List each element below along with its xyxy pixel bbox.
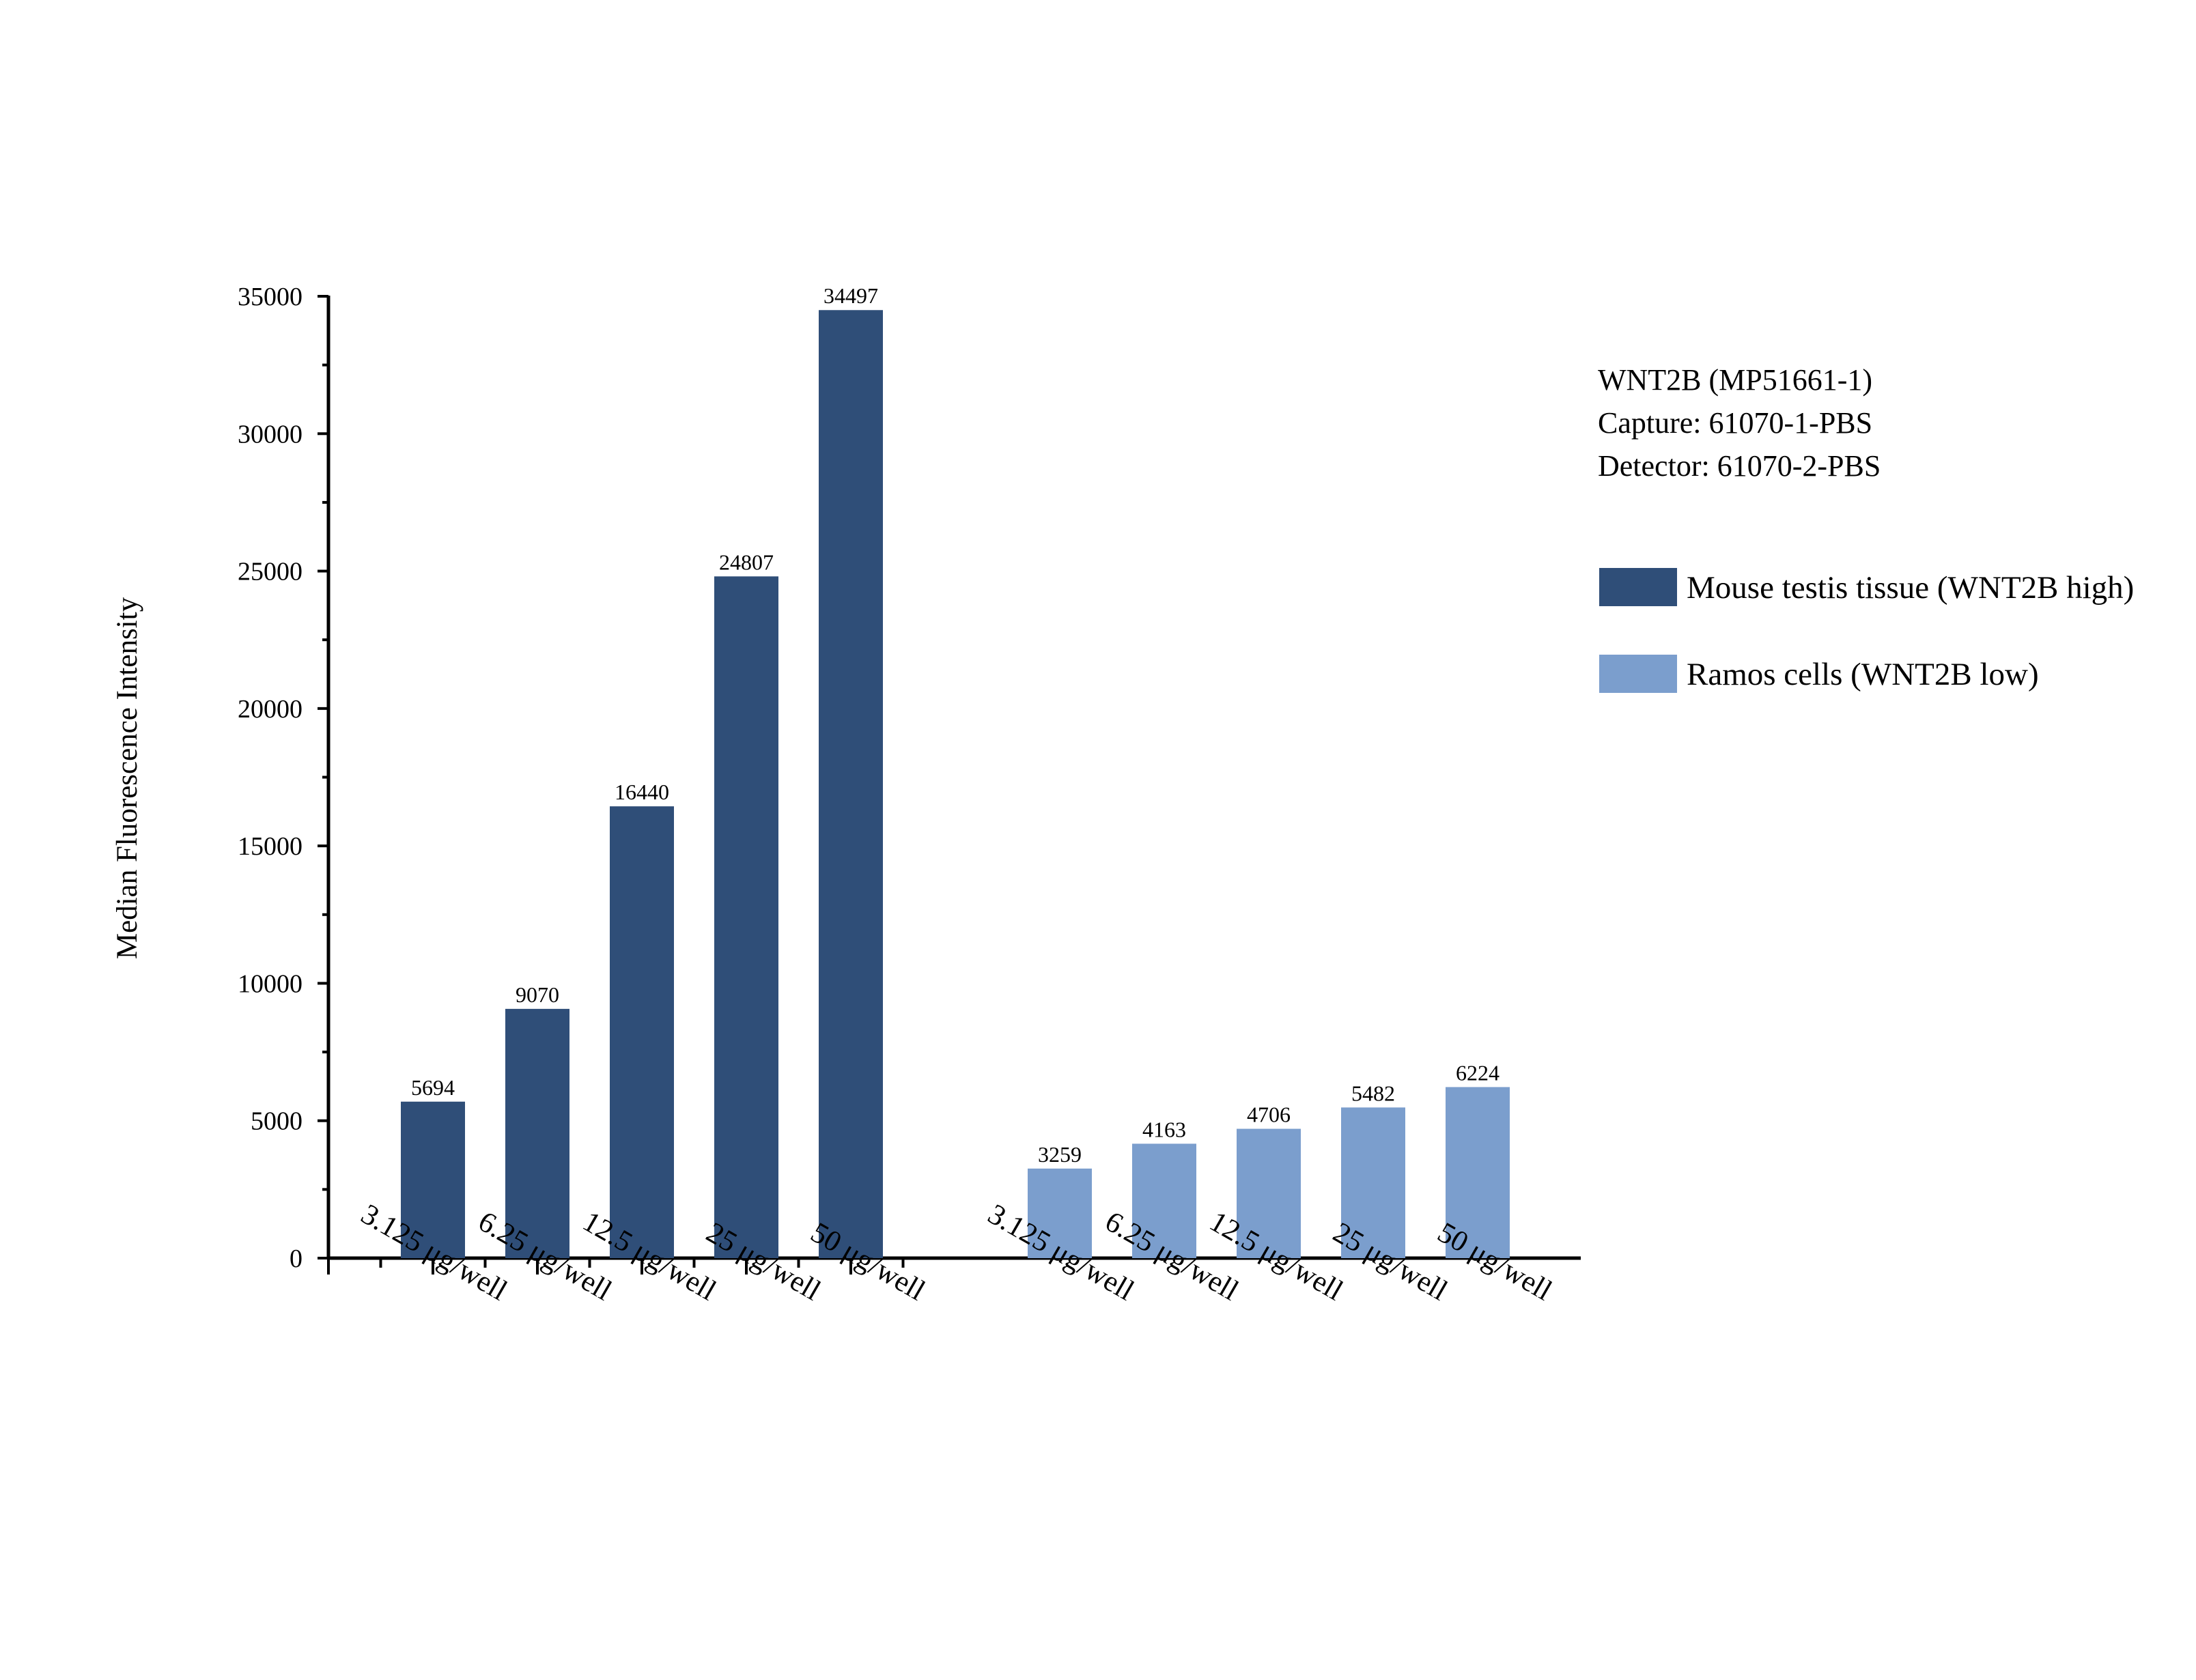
chart-info-text: WNT2B (MP51661-1) Capture: 61070-1-PBS Det… bbox=[1598, 363, 1881, 483]
bar bbox=[1132, 1143, 1196, 1258]
bar-value-label: 5694 bbox=[411, 1075, 455, 1100]
y-tick-label: 10000 bbox=[238, 969, 302, 998]
bar-value-label: 3259 bbox=[1038, 1142, 1082, 1167]
y-tick-label: 30000 bbox=[238, 420, 302, 449]
y-tick-label: 5000 bbox=[251, 1107, 302, 1136]
y-tick-label: 0 bbox=[290, 1244, 302, 1273]
legend: Mouse testis tissue (WNT2B high) Ramos ce… bbox=[1599, 568, 2134, 693]
bar-series: 5694 9070 16440 24807 34497 3259 4163 4706 5482 6… bbox=[401, 283, 1510, 1259]
bar bbox=[1446, 1087, 1510, 1258]
legend-swatch bbox=[1599, 568, 1677, 606]
info-line: WNT2B (MP51661-1) bbox=[1598, 363, 1872, 397]
y-axis-title: Median Fluorescence Intensity bbox=[111, 597, 143, 959]
bar bbox=[401, 1101, 465, 1258]
y-tick-label: 35000 bbox=[238, 283, 302, 311]
legend-label: Ramos cells (WNT2B low) bbox=[1687, 657, 2039, 692]
y-tick-label: 25000 bbox=[238, 558, 302, 586]
bar-value-label: 6224 bbox=[1456, 1060, 1500, 1085]
info-line: Capture: 61070-1-PBS bbox=[1598, 406, 1872, 440]
legend-label: Mouse testis tissue (WNT2B high) bbox=[1687, 570, 2134, 606]
bar bbox=[819, 310, 883, 1259]
y-axis: 0 5000 10000 15000 20000 25000 30000 35000 bbox=[238, 283, 330, 1273]
bar-value-label: 34497 bbox=[824, 283, 878, 308]
bar bbox=[1237, 1128, 1301, 1258]
bar bbox=[505, 1008, 569, 1258]
bar bbox=[1341, 1107, 1405, 1258]
legend-swatch bbox=[1599, 655, 1677, 693]
bar bbox=[610, 806, 674, 1258]
y-tick-label: 20000 bbox=[238, 695, 302, 724]
bar-value-label: 4706 bbox=[1247, 1102, 1291, 1127]
bar-value-label: 5482 bbox=[1351, 1081, 1395, 1105]
y-tick-label: 15000 bbox=[238, 832, 302, 861]
bar-value-label: 4163 bbox=[1142, 1117, 1186, 1141]
bar-value-label: 9070 bbox=[516, 982, 559, 1007]
bar bbox=[1028, 1168, 1092, 1258]
bar-value-label: 24807 bbox=[719, 550, 774, 574]
info-line: Detector: 61070-2-PBS bbox=[1598, 449, 1881, 483]
bar-value-label: 16440 bbox=[615, 780, 669, 804]
bar bbox=[714, 576, 778, 1258]
